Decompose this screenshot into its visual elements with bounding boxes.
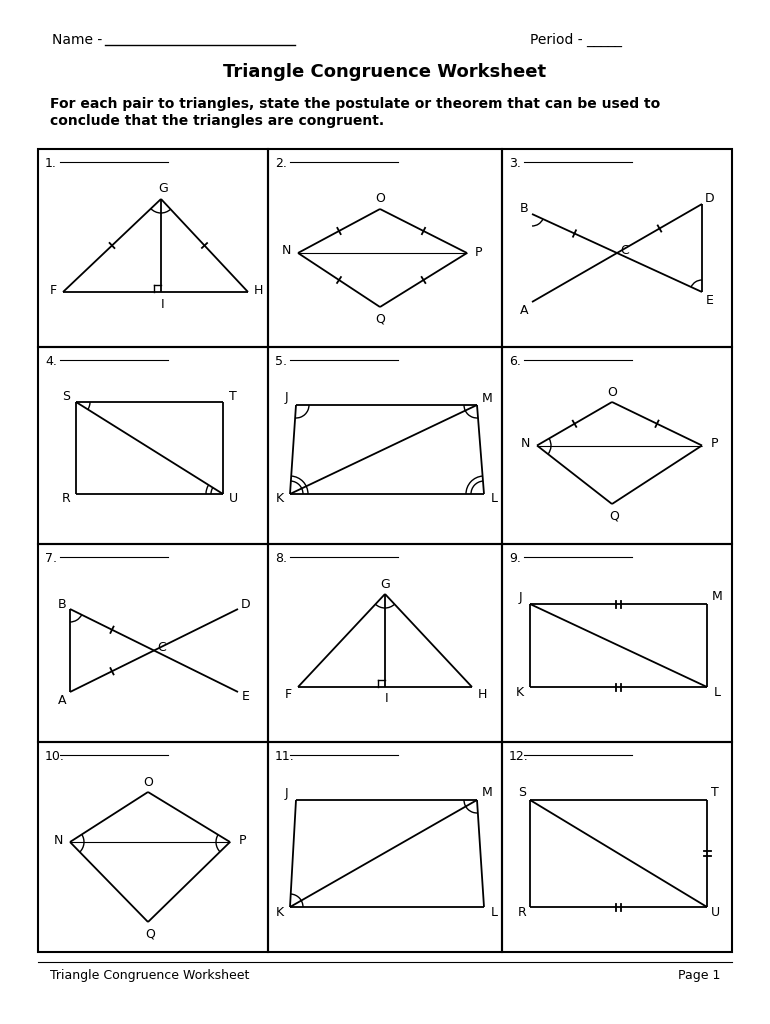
Text: H: H [253, 284, 263, 297]
Text: F: F [49, 284, 56, 297]
Text: M: M [481, 391, 492, 404]
Text: Q: Q [145, 928, 155, 940]
Bar [502, 544, 732, 742]
Text: M: M [711, 591, 722, 603]
Text: G: G [380, 578, 390, 591]
Text: conclude that the triangles are congruent.: conclude that the triangles are congruen… [50, 114, 384, 128]
Text: 9.: 9. [509, 552, 521, 565]
Text: J: J [284, 391, 288, 404]
Text: B: B [520, 203, 528, 215]
Text: U: U [711, 905, 719, 919]
Bar [502, 742, 732, 952]
Text: 12.: 12. [509, 750, 529, 763]
Text: 7.: 7. [45, 552, 57, 565]
Text: I: I [385, 692, 389, 706]
Text: S: S [518, 786, 526, 800]
Text: K: K [516, 685, 524, 698]
Text: Q: Q [609, 510, 619, 522]
Text: T: T [229, 390, 237, 403]
Text: J: J [284, 786, 288, 800]
Text: For each pair to triangles, state the postulate or theorem that can be used to: For each pair to triangles, state the po… [50, 97, 660, 111]
Text: Period - _____: Period - _____ [530, 33, 622, 47]
Text: 11.: 11. [275, 750, 295, 763]
Text: 8.: 8. [275, 552, 287, 565]
Text: T: T [711, 786, 719, 800]
Text: P: P [710, 437, 718, 450]
Text: O: O [375, 193, 385, 206]
Text: 4.: 4. [45, 355, 57, 368]
Text: 1.: 1. [45, 157, 57, 170]
Text: 10.: 10. [45, 750, 65, 763]
Bar [38, 742, 268, 952]
Text: H: H [477, 688, 487, 701]
Text: 2.: 2. [275, 157, 287, 170]
Text: Name -: Name - [52, 33, 106, 47]
Text: E: E [242, 690, 250, 703]
Text: Triangle Congruence Worksheet: Triangle Congruence Worksheet [50, 970, 249, 982]
Text: K: K [276, 905, 284, 919]
Text: C: C [621, 244, 629, 256]
Text: J: J [518, 591, 522, 603]
Text: Q: Q [375, 312, 385, 326]
Text: R: R [517, 905, 527, 919]
Bar [502, 347, 732, 544]
Bar [502, 150, 732, 347]
Text: M: M [481, 786, 492, 800]
Text: U: U [229, 493, 238, 506]
Text: L: L [714, 685, 721, 698]
Bar [38, 544, 268, 742]
Text: F: F [284, 688, 292, 701]
Text: G: G [158, 182, 168, 196]
Text: S: S [62, 390, 70, 403]
Bar [268, 544, 502, 742]
Bar [268, 742, 502, 952]
Text: P: P [238, 834, 246, 847]
Bar [268, 150, 502, 347]
Text: D: D [705, 193, 715, 206]
Text: R: R [62, 493, 70, 506]
Text: N: N [53, 834, 62, 847]
Text: I: I [161, 298, 165, 310]
Text: N: N [521, 437, 530, 450]
Text: A: A [58, 693, 66, 707]
Text: Page 1: Page 1 [678, 970, 720, 982]
Text: 5.: 5. [275, 355, 287, 368]
Text: A: A [520, 303, 528, 316]
Text: D: D [241, 597, 251, 610]
Text: Triangle Congruence Worksheet: Triangle Congruence Worksheet [223, 63, 547, 81]
Text: L: L [490, 493, 497, 506]
Text: 6.: 6. [509, 355, 521, 368]
Text: B: B [58, 597, 66, 610]
Bar [38, 347, 268, 544]
Text: P: P [475, 247, 483, 259]
Text: L: L [490, 905, 497, 919]
Bar [268, 347, 502, 544]
Text: O: O [143, 775, 153, 788]
Text: E: E [706, 294, 714, 306]
Text: K: K [276, 493, 284, 506]
Text: O: O [607, 385, 617, 398]
Text: 3.: 3. [509, 157, 521, 170]
Bar [38, 150, 268, 347]
Text: C: C [158, 641, 166, 654]
Text: N: N [281, 245, 291, 257]
